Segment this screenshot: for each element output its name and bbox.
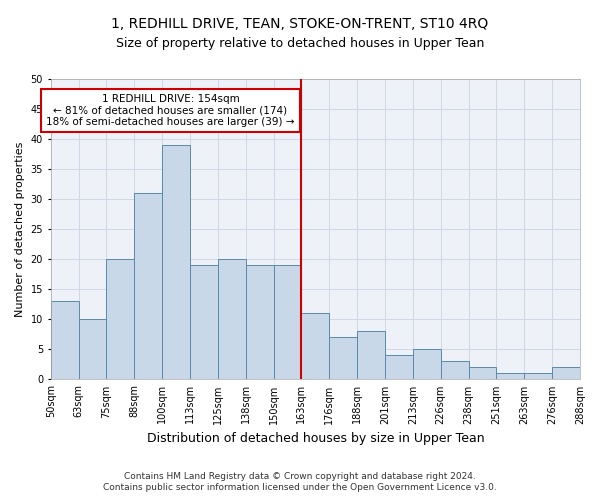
Bar: [524, 374, 552, 380]
Bar: [496, 374, 524, 380]
Bar: [274, 266, 301, 380]
Bar: [162, 145, 190, 380]
Bar: [469, 368, 496, 380]
Text: Contains HM Land Registry data © Crown copyright and database right 2024.: Contains HM Land Registry data © Crown c…: [124, 472, 476, 481]
Bar: [413, 350, 441, 380]
Bar: [385, 356, 413, 380]
Text: Size of property relative to detached houses in Upper Tean: Size of property relative to detached ho…: [116, 38, 484, 51]
Bar: [329, 338, 357, 380]
Bar: [106, 260, 134, 380]
X-axis label: Distribution of detached houses by size in Upper Tean: Distribution of detached houses by size …: [146, 432, 484, 445]
Bar: [134, 193, 162, 380]
Bar: [301, 314, 329, 380]
Bar: [552, 368, 580, 380]
Bar: [357, 332, 385, 380]
Bar: [79, 320, 106, 380]
Text: Contains public sector information licensed under the Open Government Licence v3: Contains public sector information licen…: [103, 484, 497, 492]
Bar: [50, 302, 79, 380]
Y-axis label: Number of detached properties: Number of detached properties: [15, 142, 25, 317]
Bar: [441, 362, 469, 380]
Text: 1, REDHILL DRIVE, TEAN, STOKE-ON-TRENT, ST10 4RQ: 1, REDHILL DRIVE, TEAN, STOKE-ON-TRENT, …: [112, 18, 488, 32]
Text: 1 REDHILL DRIVE: 154sqm
← 81% of detached houses are smaller (174)
18% of semi-d: 1 REDHILL DRIVE: 154sqm ← 81% of detache…: [46, 94, 295, 127]
Bar: [190, 266, 218, 380]
Bar: [246, 266, 274, 380]
Bar: [218, 260, 246, 380]
